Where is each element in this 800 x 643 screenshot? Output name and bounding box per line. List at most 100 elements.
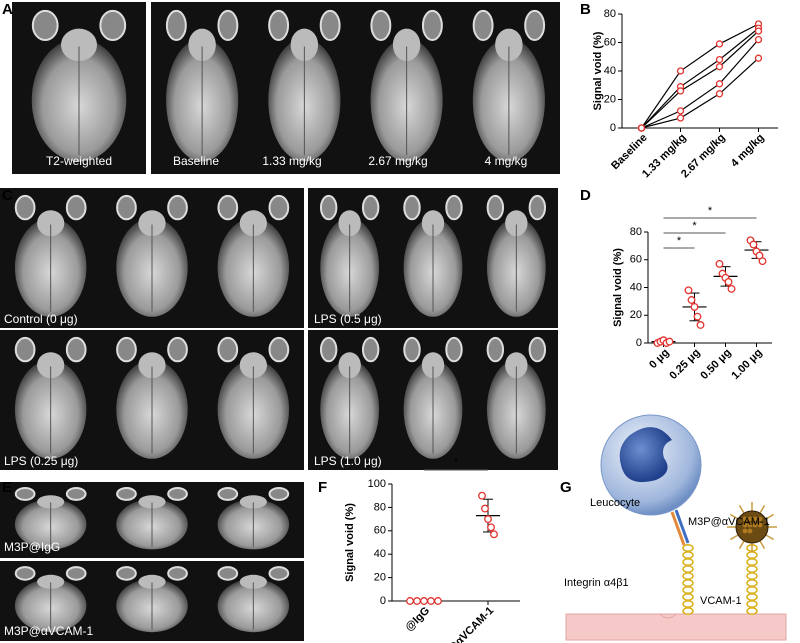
chain-link [746, 571, 758, 580]
brain-bulb [37, 352, 65, 379]
particle-core [742, 522, 748, 528]
y-tick-label: 100 [368, 478, 386, 490]
point [715, 259, 724, 268]
nanoparticle [727, 502, 777, 552]
eye [361, 194, 380, 221]
point [715, 63, 724, 71]
chain-link [746, 585, 758, 594]
point [687, 296, 696, 304]
point [490, 530, 498, 539]
point [715, 90, 724, 98]
x-tick-label: 1.00 μg [729, 347, 764, 382]
eye [486, 336, 505, 363]
eye [445, 194, 463, 221]
y-tick-label: 0 [610, 122, 616, 134]
brain-bulb [37, 495, 65, 509]
eye [65, 486, 87, 501]
chain-link [682, 599, 694, 608]
point [715, 40, 724, 48]
eye [217, 486, 239, 501]
y-axis-label: Signal void (%) [592, 31, 604, 110]
diagram-label: VCAM-1 [700, 595, 742, 607]
brain-bulb [290, 28, 319, 62]
y-tick-label: 20 [604, 93, 616, 105]
point [696, 321, 705, 329]
eye [14, 566, 36, 581]
eye [65, 336, 87, 363]
eye [486, 194, 505, 221]
point [427, 597, 435, 605]
y-tick-label: 80 [630, 226, 642, 238]
eye [14, 336, 36, 363]
diagram: Leucocyte M3P@αVCAM-1 Integrin α4β1 VCAM… [564, 414, 787, 641]
eye [403, 336, 421, 363]
brain-bulb [392, 28, 421, 62]
chain-link [746, 599, 758, 608]
point [478, 491, 486, 500]
point [481, 504, 489, 513]
series-line [641, 27, 759, 129]
chain-link [746, 578, 758, 587]
diagram-label: M3P@αVCAM-1 [688, 516, 770, 528]
brain-bulb [338, 210, 361, 237]
particle-core [747, 522, 753, 528]
image-panels [0, 2, 560, 641]
particle-core [752, 516, 758, 522]
brain-bulb [239, 210, 267, 237]
eye [528, 336, 547, 363]
y-tick-label: 60 [630, 254, 642, 266]
particle-core [757, 516, 763, 522]
brain-bulb [505, 352, 528, 379]
point [754, 54, 763, 62]
particle-core [742, 516, 748, 522]
brain-bulb [188, 28, 216, 62]
antibody [738, 504, 745, 514]
antibody [765, 534, 775, 541]
series-line [641, 39, 759, 129]
eye [217, 566, 239, 581]
panel-letter: B [580, 1, 591, 18]
point [406, 597, 414, 605]
brain-bulb [138, 352, 166, 379]
eye [116, 486, 137, 501]
point [676, 87, 685, 95]
nucleus [619, 427, 672, 483]
particle-core [757, 522, 763, 528]
image-label: LPS (0.5 μg) [314, 312, 382, 326]
significance-label: * [454, 457, 459, 469]
point [413, 597, 421, 605]
y-tick-label: 80 [604, 8, 616, 20]
point [754, 36, 763, 44]
series-line [641, 23, 759, 129]
panel-letter: D [580, 187, 591, 204]
chain-link [682, 578, 694, 587]
point [420, 597, 428, 605]
eye [167, 194, 188, 221]
chain-link [682, 571, 694, 580]
panel-letter: E [2, 479, 12, 496]
brain-bulb [239, 495, 267, 509]
point [676, 107, 685, 115]
chain-link [746, 557, 758, 566]
brain-bulb [239, 574, 267, 589]
eye [116, 336, 137, 363]
particle-core [747, 528, 753, 534]
vcam-chains [682, 543, 758, 615]
point [749, 240, 758, 249]
eye [116, 566, 137, 581]
point [754, 27, 763, 35]
eye [167, 486, 188, 501]
particle-core [742, 528, 748, 534]
chain-link [746, 592, 758, 601]
image-label: 4 mg/kg [485, 154, 528, 168]
y-tick-label: 80 [374, 501, 386, 513]
image-label: M3P@IgG [4, 540, 60, 554]
chain-link [682, 550, 694, 559]
significance-label: * [708, 205, 713, 217]
y-tick-label: 20 [630, 309, 642, 321]
particle-core [747, 516, 753, 522]
chain-link [682, 585, 694, 594]
y-tick-label: 0 [636, 337, 642, 349]
eye [217, 336, 239, 363]
integrin [670, 511, 686, 546]
